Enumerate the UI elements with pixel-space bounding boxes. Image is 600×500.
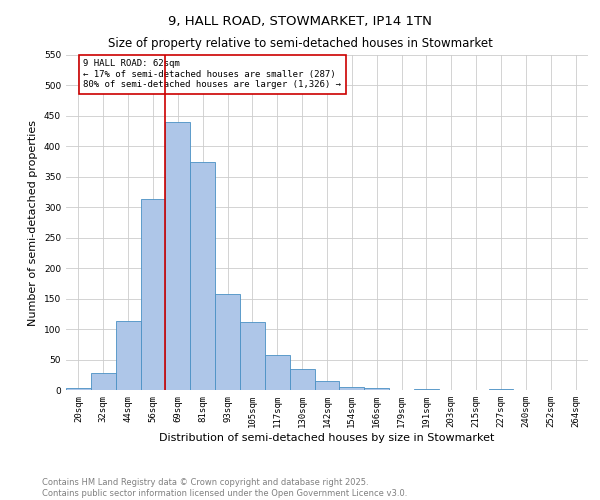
Bar <box>166 122 190 390</box>
Text: 9, HALL ROAD, STOWMARKET, IP14 1TN: 9, HALL ROAD, STOWMARKET, IP14 1TN <box>168 15 432 28</box>
Bar <box>414 389 439 390</box>
Bar <box>364 388 389 390</box>
Y-axis label: Number of semi-detached properties: Number of semi-detached properties <box>28 120 38 326</box>
Bar <box>140 200 166 390</box>
Bar <box>314 382 340 390</box>
Bar <box>66 388 91 390</box>
Text: Size of property relative to semi-detached houses in Stowmarket: Size of property relative to semi-detach… <box>107 38 493 51</box>
Bar <box>91 373 116 390</box>
Text: Contains HM Land Registry data © Crown copyright and database right 2025.
Contai: Contains HM Land Registry data © Crown c… <box>42 478 407 498</box>
Bar <box>340 387 364 390</box>
Bar <box>290 368 314 390</box>
Bar <box>265 354 290 390</box>
Bar <box>240 322 265 390</box>
X-axis label: Distribution of semi-detached houses by size in Stowmarket: Distribution of semi-detached houses by … <box>160 432 494 442</box>
Bar <box>116 321 140 390</box>
Bar <box>215 294 240 390</box>
Bar <box>190 162 215 390</box>
Text: 9 HALL ROAD: 62sqm
← 17% of semi-detached houses are smaller (287)
80% of semi-d: 9 HALL ROAD: 62sqm ← 17% of semi-detache… <box>83 60 341 89</box>
